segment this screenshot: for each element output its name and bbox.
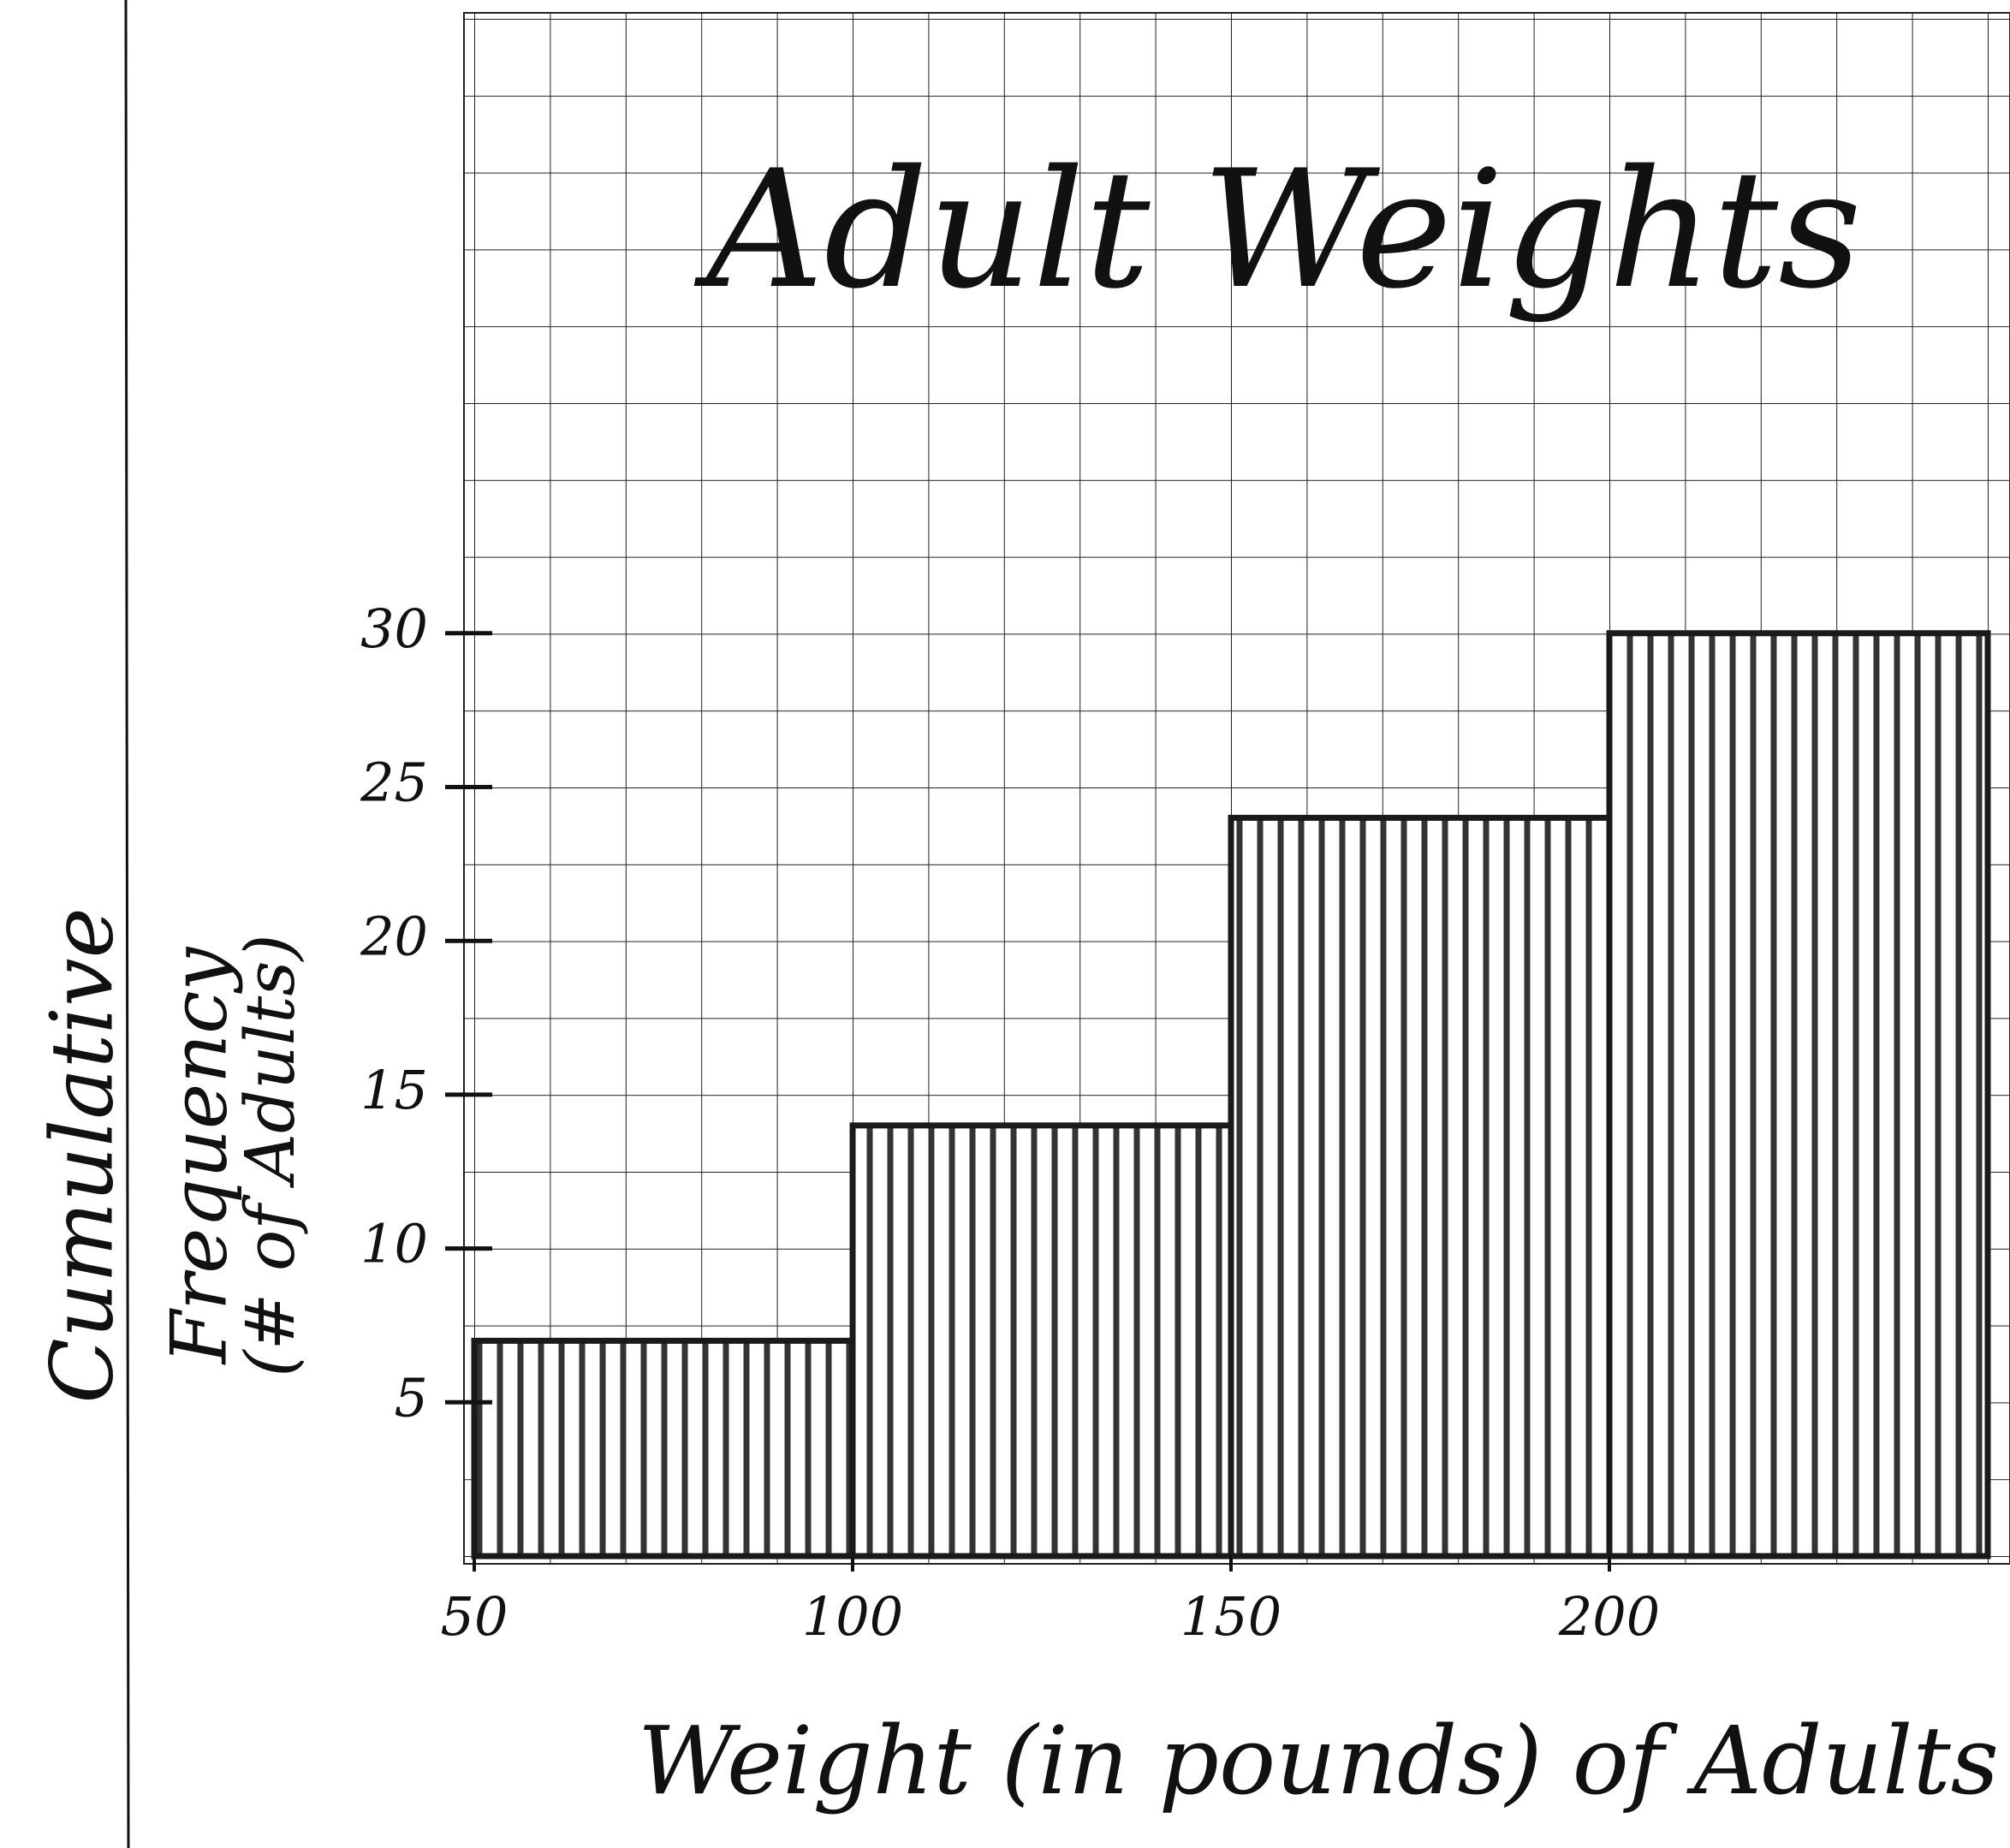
x-tick-label: 150 bbox=[1180, 1585, 1282, 1648]
bar bbox=[1231, 817, 1609, 1556]
bar bbox=[853, 1126, 1231, 1556]
y-tick-label: 30 bbox=[360, 597, 428, 660]
y-tick-label: 5 bbox=[395, 1366, 428, 1429]
bar bbox=[474, 1340, 853, 1556]
y-tick-label: 25 bbox=[360, 752, 428, 814]
y-tick-label: 15 bbox=[360, 1059, 428, 1121]
x-tick-label: 100 bbox=[802, 1585, 903, 1648]
chart-title: Adult Weights bbox=[693, 135, 1862, 324]
x-tick-label: 200 bbox=[1558, 1585, 1660, 1648]
y-axis-label-line: Cumulative bbox=[33, 907, 133, 1404]
page: {"chart_data": {"type": "histogram", "ti… bbox=[0, 0, 2010, 1848]
bar bbox=[1609, 633, 1988, 1556]
chart: Adult Weights Weight (in pounds) of Adul… bbox=[0, 0, 2010, 1848]
y-tick-label: 20 bbox=[360, 905, 428, 967]
y-axis-label-line: (# of Adults) bbox=[230, 934, 310, 1376]
y-tick-label: 10 bbox=[360, 1213, 428, 1275]
x-tick-label: 50 bbox=[441, 1585, 508, 1648]
x-axis-label: Weight (in pounds) of Adults bbox=[638, 1706, 1999, 1815]
